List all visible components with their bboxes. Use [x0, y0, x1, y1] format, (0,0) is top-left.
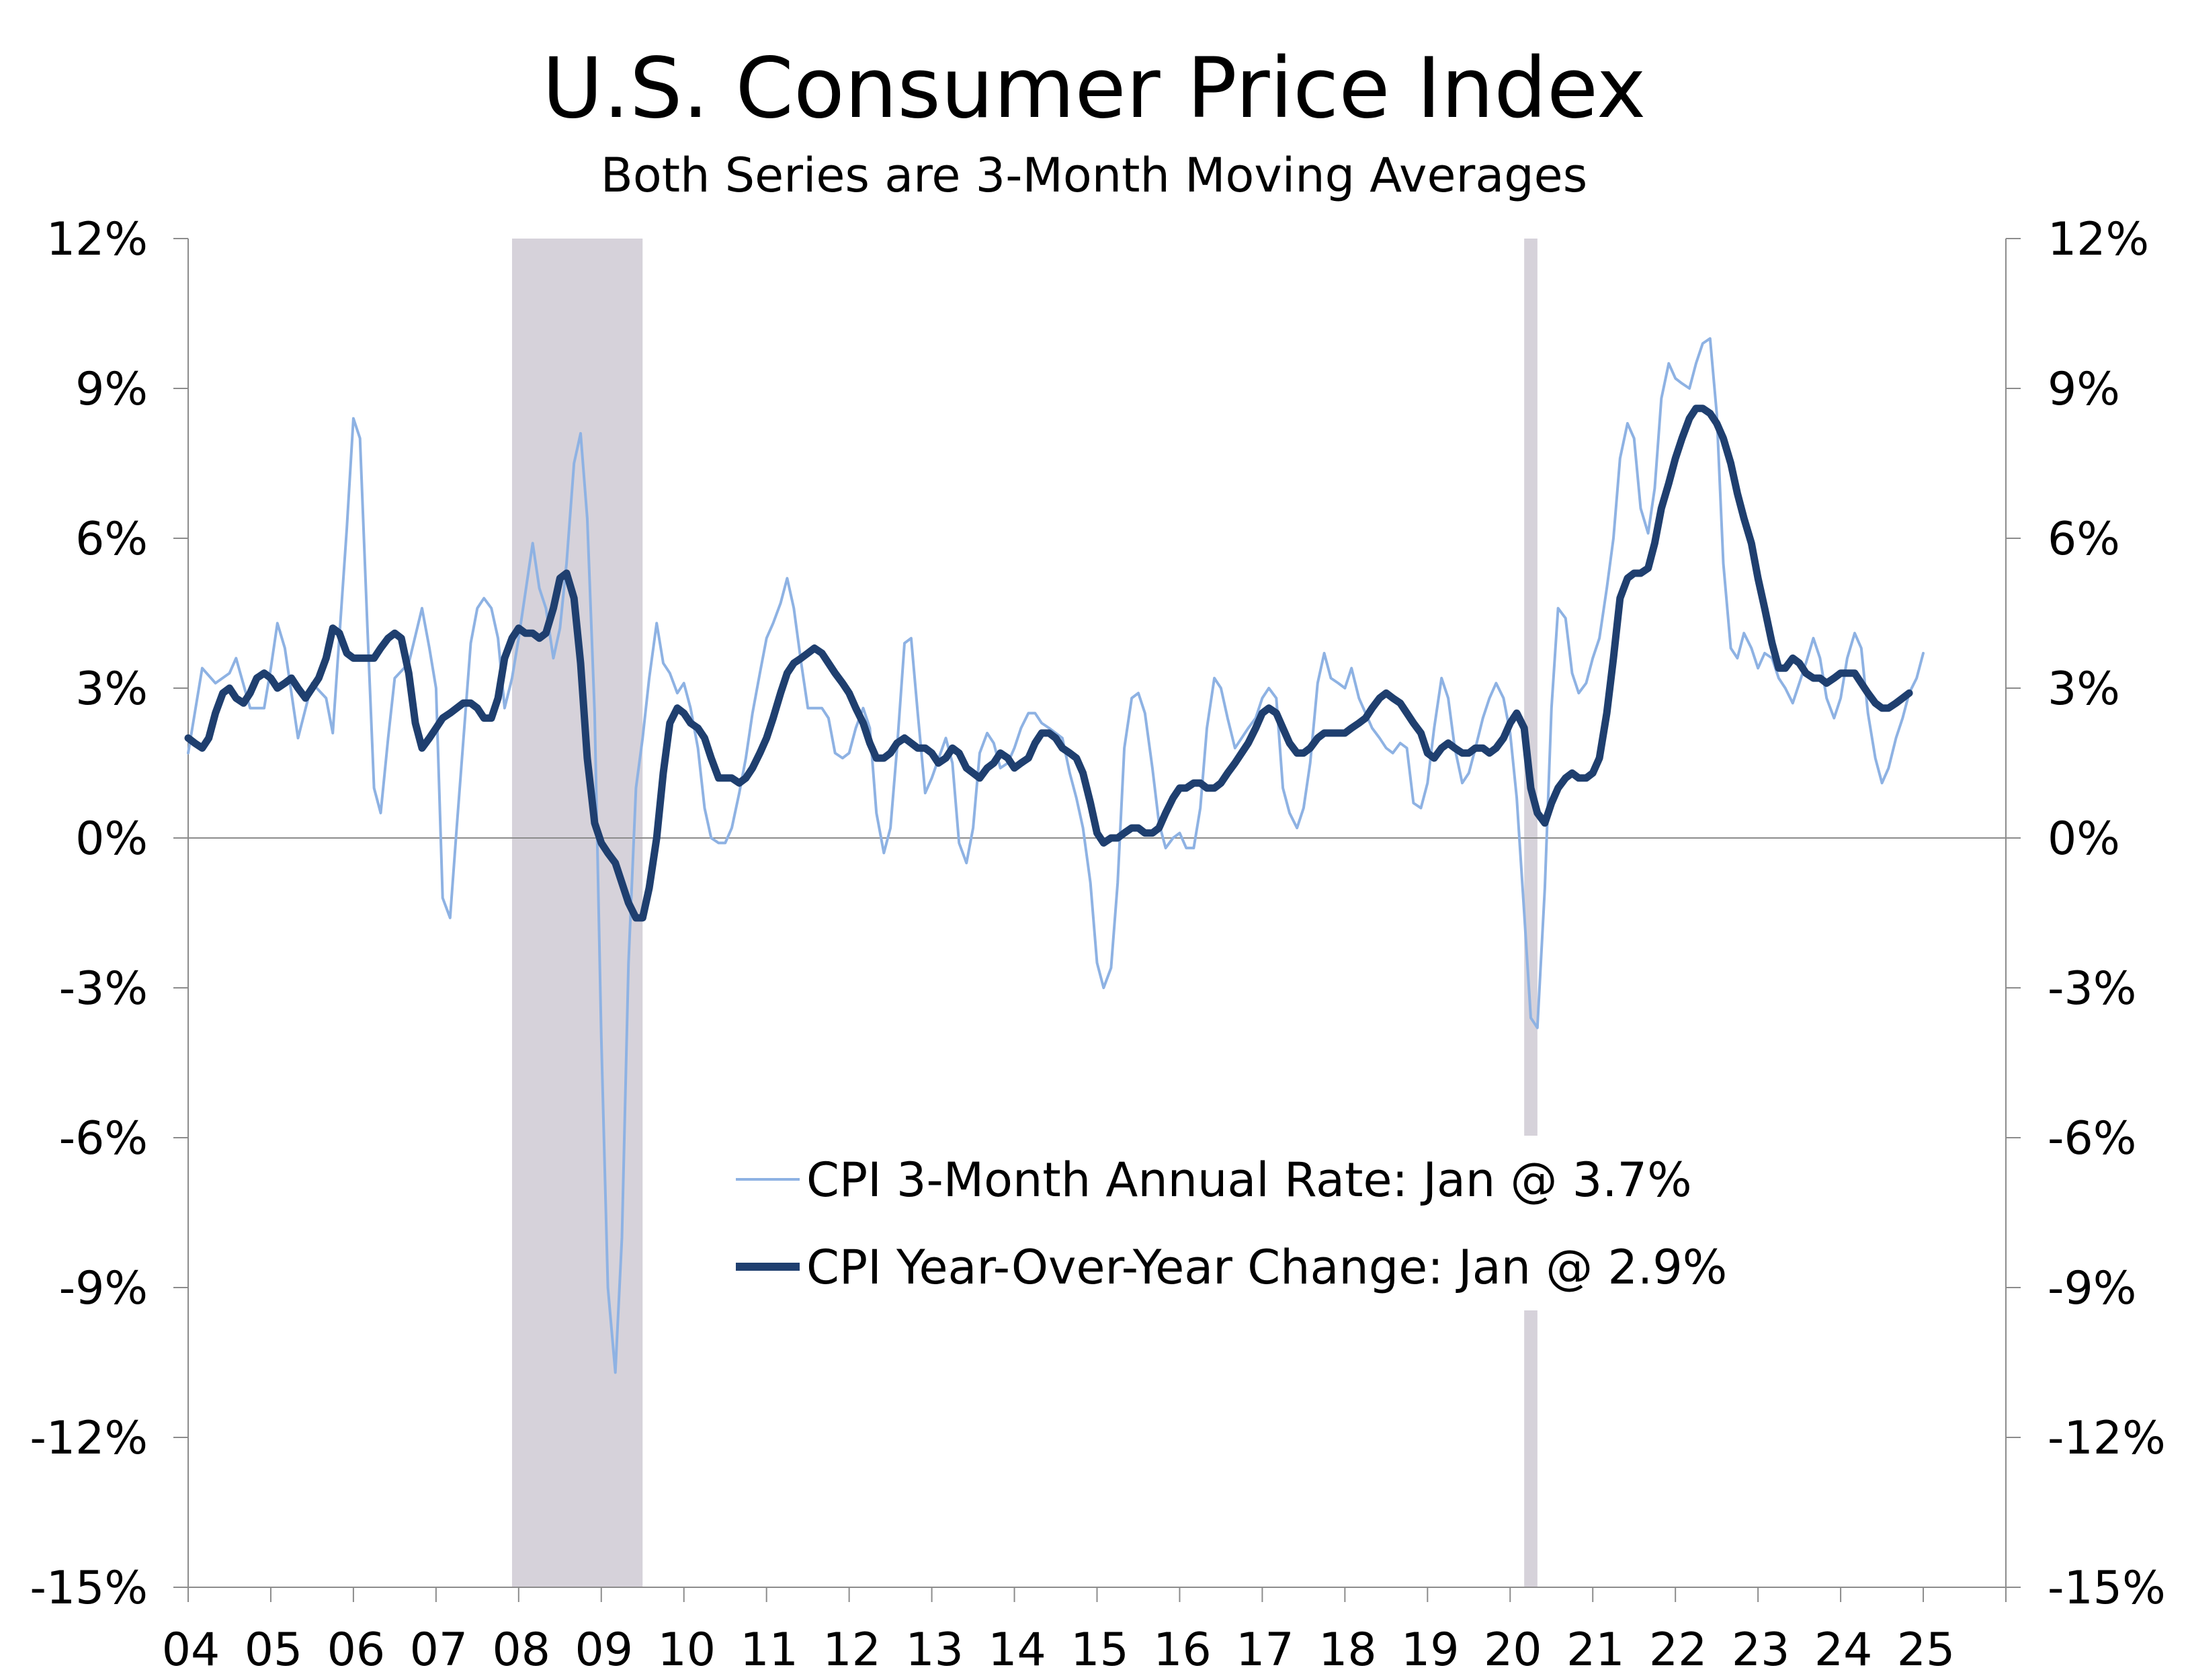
y-tick-label-right: -12%: [2048, 1412, 2166, 1465]
recession-band: [511, 239, 643, 1587]
x-tick-label: 22: [1649, 1624, 1708, 1677]
y-tick-label-right: -3%: [2048, 962, 2136, 1015]
chart-title: U.S. Consumer Price Index: [542, 40, 1646, 137]
series-line-3-month-rate: [187, 337, 1925, 1374]
x-tick-label: 09: [575, 1624, 634, 1677]
y-tick-label-right: -9%: [2048, 1262, 2136, 1315]
y-tick-label-left: 12%: [46, 213, 148, 266]
x-tick-label: 24: [1814, 1624, 1873, 1677]
x-tick-label: 05: [245, 1624, 303, 1677]
y-axis-left-labels: 12% 9% 6% 3% 0% -3% -6% -9% -12% -15%: [30, 213, 148, 1615]
x-tick-label: 04: [162, 1624, 220, 1677]
y-tick-label-left: 3%: [75, 663, 148, 716]
y-axis-right-labels: 12% 9% 6% 3% 0% -3% -6% -9% -12% -15%: [2048, 213, 2166, 1615]
x-tick-label: 06: [327, 1624, 386, 1677]
x-tick-label: 25: [1897, 1624, 1955, 1677]
x-tick-label: 10: [657, 1624, 716, 1677]
y-tick-label-right: 0%: [2048, 812, 2120, 866]
y-tick-label-right: 6%: [2048, 513, 2120, 566]
axes: [173, 238, 2021, 1602]
y-tick-label-right: -15%: [2048, 1562, 2166, 1615]
chart-subtitle: Both Series are 3-Month Moving Averages: [600, 148, 1588, 203]
y-tick-label-left: -3%: [59, 962, 148, 1015]
y-tick-label-left: -12%: [30, 1412, 148, 1465]
x-axis-labels: 04 05 06 07 08 09 10 11 12 13 14 15 16 17 18 19 20 21 22 23…: [162, 1624, 1955, 1677]
y-tick-label-left: -15%: [30, 1562, 148, 1615]
x-tick-label: 23: [1732, 1624, 1790, 1677]
y-tick-label-left: -9%: [59, 1262, 148, 1315]
y-tick-label-left: -6%: [59, 1112, 148, 1165]
x-tick-label: 11: [740, 1624, 798, 1677]
x-tick-label: 14: [988, 1624, 1046, 1677]
x-tick-label: 18: [1318, 1624, 1377, 1677]
x-tick-label: 16: [1153, 1624, 1212, 1677]
y-tick-label-left: 0%: [75, 812, 148, 866]
series-lines: [184, 337, 1925, 1374]
x-tick-label: 07: [410, 1624, 468, 1677]
x-tick-label: 15: [1070, 1624, 1129, 1677]
recession-bands: [511, 239, 1538, 1587]
legend-label-light: CPI 3-Month Annual Rate: Jan @ 3.7%: [806, 1152, 1692, 1208]
x-tick-label: 13: [905, 1624, 964, 1677]
x-tick-label: 12: [823, 1624, 881, 1677]
x-tick-label: 17: [1236, 1624, 1294, 1677]
y-tick-label-right: 12%: [2048, 213, 2149, 266]
y-tick-label-left: 6%: [75, 513, 148, 566]
y-tick-label-left: 9%: [75, 363, 148, 416]
y-tick-label-right: -6%: [2048, 1112, 2136, 1165]
x-tick-label: 19: [1401, 1624, 1460, 1677]
y-tick-label-right: 9%: [2048, 363, 2120, 416]
recession-band: [1524, 239, 1538, 1587]
legend-label-dark: CPI Year-Over-Year Change: Jan @ 2.9%: [806, 1240, 1727, 1295]
legend: CPI 3-Month Annual Rate: Jan @ 3.7% CPI …: [729, 1136, 1865, 1310]
y-tick-label-right: 3%: [2048, 663, 2120, 716]
x-tick-label: 20: [1484, 1624, 1542, 1677]
x-tick-label: 08: [493, 1624, 551, 1677]
series-line-year-over-year: [184, 405, 1913, 922]
x-tick-label: 21: [1566, 1624, 1625, 1677]
legend-background: [729, 1136, 1865, 1310]
